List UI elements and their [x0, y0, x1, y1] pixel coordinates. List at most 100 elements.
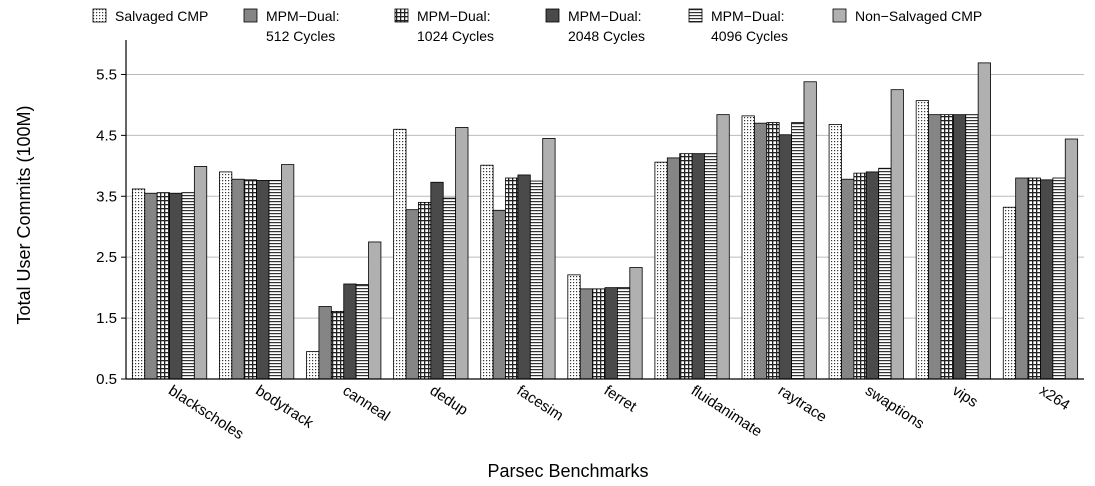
bar-raytrace-series-3 [766, 122, 780, 380]
legend-label-4: MPM−Dual: [568, 8, 642, 24]
bar-raytrace-series-2 [753, 122, 768, 380]
bar-canneal-series-2 [318, 306, 332, 380]
bar-swaptions-series-5 [878, 167, 892, 380]
bar-fluidanimate-series-4 [691, 153, 705, 380]
legend-swatch-4 [545, 8, 560, 23]
bar-swaptions-series-1 [828, 124, 842, 380]
bar-blackscholes-series-5 [181, 192, 195, 380]
legend-label-6: Non−Salvaged CMP [855, 8, 982, 24]
x-tick-label-canneal: canneal [340, 382, 393, 425]
bar-dedup-series-3 [418, 201, 432, 380]
legend-label-2: MPM−Dual: [266, 8, 340, 24]
legend-label-3: MPM−Dual: [417, 8, 491, 24]
y-tick-label: 1.5 [96, 310, 117, 327]
bar-vips-series-1 [915, 100, 929, 380]
legend-swatch-2 [243, 8, 258, 23]
bar-blackscholes-series-3 [156, 192, 170, 380]
bar-canneal-series-3 [330, 310, 345, 380]
legend-label-5: MPM−Dual: [711, 8, 785, 24]
y-axis-title: Total User Commits (100M) [14, 105, 34, 324]
bar-x264-series-3 [1027, 177, 1041, 380]
bar-facesim-series-2 [492, 209, 506, 380]
bar-facesim-series-4 [517, 174, 531, 380]
bar-facesim-series-5 [529, 180, 544, 380]
bar-bodytrack-series-3 [243, 179, 258, 380]
bar-raytrace-series-6 [803, 81, 817, 380]
y-tick-label: 5.5 [96, 66, 117, 83]
bar-bodytrack-series-5 [268, 180, 282, 380]
bar-dedup-series-2 [405, 209, 419, 380]
bar-swaptions-series-3 [853, 172, 867, 380]
bars [131, 62, 1079, 380]
bar-dedup-series-5 [442, 197, 457, 380]
bar-vips-series-5 [965, 114, 979, 380]
bar-bodytrack-series-1 [219, 171, 233, 380]
bar-x264-series-1 [1002, 206, 1017, 380]
x-tick-label-raytrace: raytrace [775, 382, 830, 426]
bar-ferret-series-2 [579, 288, 594, 380]
bar-vips-series-4 [952, 114, 967, 380]
x-tick-label-vips: vips [949, 382, 981, 411]
y-tick-label: 0.5 [96, 371, 117, 388]
bar-vips-series-3 [940, 114, 954, 380]
bar-bodytrack-series-4 [256, 180, 270, 380]
bar-x264-series-4 [1040, 179, 1054, 380]
bar-vips-series-2 [928, 114, 942, 380]
legend-label-1: Salvaged CMP [115, 8, 208, 24]
legend-label-2-line2: 512 Cycles [266, 28, 335, 44]
bar-fluidanimate-series-1 [654, 161, 668, 380]
bar-swaptions-series-2 [841, 178, 855, 380]
bar-ferret-series-1 [567, 274, 581, 380]
bar-blackscholes-series-6 [193, 166, 208, 380]
bar-ferret-series-4 [604, 287, 618, 380]
x-tick-label-x264: x264 [1036, 382, 1073, 414]
bar-vips-series-6 [977, 62, 991, 380]
legend-swatch-3 [394, 8, 409, 23]
legend-swatch-1 [92, 8, 107, 23]
bar-ferret-series-6 [629, 267, 643, 380]
legend-label-3-line2: 1024 Cycles [417, 28, 494, 44]
bar-raytrace-series-5 [791, 122, 805, 380]
x-tick-label-dedup: dedup [427, 382, 471, 419]
bar-ferret-series-5 [617, 287, 631, 380]
bar-blackscholes-series-2 [144, 192, 158, 380]
bar-fluidanimate-series-5 [704, 153, 718, 380]
y-tick-label: 2.5 [96, 249, 117, 266]
bar-fluidanimate-series-3 [679, 153, 693, 380]
x-tick-label-blackscholes: blackscholes [165, 382, 246, 443]
bar-canneal-series-4 [343, 283, 357, 380]
bar-dedup-series-4 [430, 181, 444, 380]
x-tick-label-facesim: facesim [514, 382, 567, 424]
x-tick-label-fluidanimate: fluidanimate [688, 382, 765, 440]
legend: Salvaged CMP MPM−Dual: 512 Cycles MPM−Dual:… [92, 8, 982, 44]
bar-dedup-series-6 [455, 127, 469, 380]
bar-blackscholes-series-1 [131, 188, 146, 380]
bar-raytrace-series-1 [741, 115, 755, 380]
bar-bodytrack-series-2 [231, 178, 245, 380]
bar-facesim-series-3 [505, 177, 519, 380]
bar-fluidanimate-series-6 [716, 114, 730, 380]
y-tick-label: 3.5 [96, 188, 117, 205]
y-axis-ticks: 0.5 1.5 2.5 3.5 4.5 5.5 [96, 66, 126, 388]
bar-x264-series-2 [1015, 177, 1029, 380]
x-tick-label-swaptions: swaptions [862, 382, 927, 433]
bar-canneal-series-5 [355, 284, 369, 380]
bar-ferret-series-3 [592, 288, 606, 380]
bar-x264-series-6 [1064, 138, 1079, 380]
x-tick-label-ferret: ferret [601, 382, 640, 416]
bar-swaptions-series-6 [890, 89, 904, 380]
legend-swatch-6 [832, 8, 847, 23]
legend-label-5-line2: 4096 Cycles [711, 28, 788, 44]
bar-canneal-series-6 [368, 241, 382, 380]
bar-bodytrack-series-6 [281, 164, 295, 380]
bar-swaptions-series-4 [865, 171, 880, 380]
bar-dedup-series-1 [393, 128, 407, 380]
legend-label-4-line2: 2048 Cycles [568, 28, 645, 44]
bar-canneal-series-1 [306, 351, 320, 380]
bar-fluidanimate-series-2 [666, 157, 681, 380]
bar-facesim-series-1 [480, 164, 494, 380]
x-tick-label-bodytrack: bodytrack [252, 382, 316, 432]
bar-raytrace-series-4 [778, 134, 792, 380]
category-labels: blackscholes bodytrack canneal dedup facesim… [165, 382, 1072, 443]
